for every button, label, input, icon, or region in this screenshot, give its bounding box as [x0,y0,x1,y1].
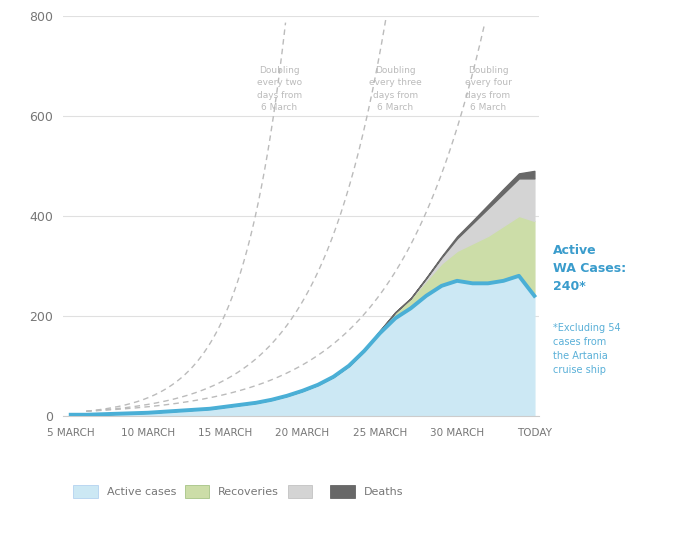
Text: Doubling
every four
days from
6 March: Doubling every four days from 6 March [465,66,512,112]
Text: Active
WA Cases:
240*: Active WA Cases: 240* [553,244,626,293]
Text: *Excluding 54
cases from
the Artania
cruise ship: *Excluding 54 cases from the Artania cru… [553,324,620,375]
Text: Doubling
every three
days from
6 March: Doubling every three days from 6 March [369,66,421,112]
Legend: Active cases, Recoveries, , Deaths: Active cases, Recoveries, , Deaths [74,485,403,498]
Text: Doubling
every two
days from
6 March: Doubling every two days from 6 March [257,66,302,112]
